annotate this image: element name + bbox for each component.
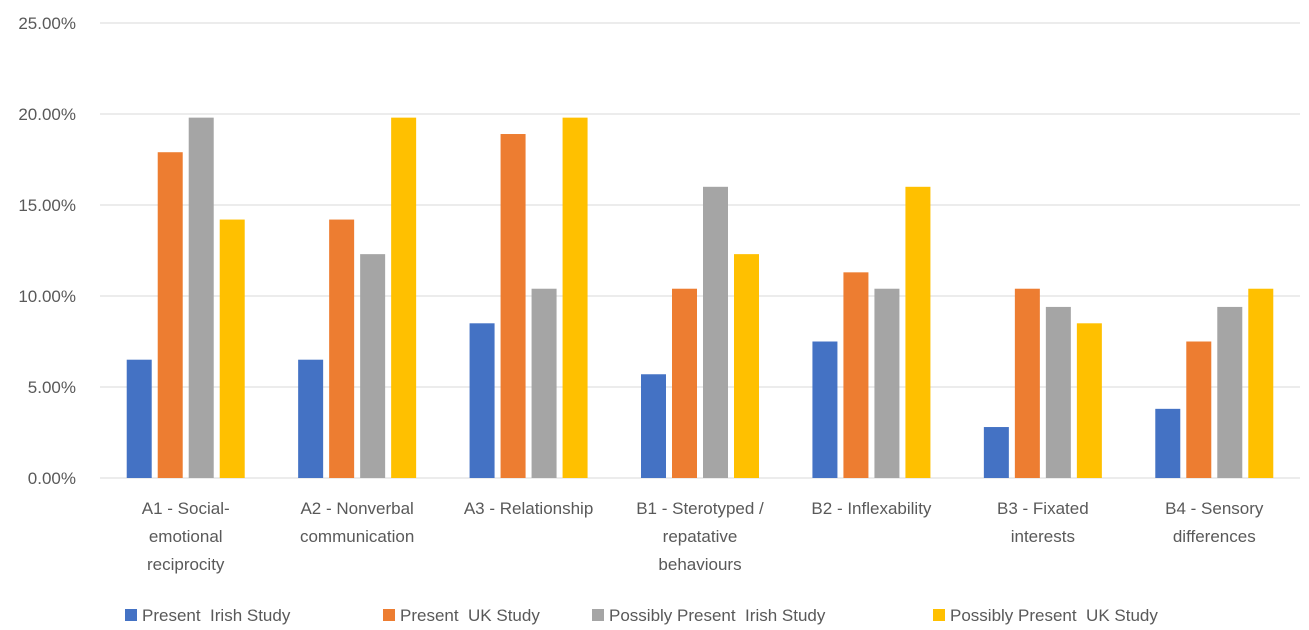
legend-swatch (933, 609, 945, 621)
legend: Present Irish Study Present UK Study Possi… (125, 606, 1158, 625)
bar (641, 374, 666, 478)
bar (562, 117, 588, 478)
y-tick-label: 10.00% (18, 287, 76, 306)
x-tick-label: communication (300, 527, 414, 546)
bar (1076, 323, 1102, 478)
legend-label: Possibly Present Irish Study (609, 606, 826, 625)
bar (734, 254, 759, 478)
x-axis-labels: A1 - Social-emotional reciprocity A2 - Non… (142, 499, 1264, 574)
x-tick-label: A2 - Nonverbal (300, 499, 413, 518)
bar (843, 272, 869, 478)
bar (219, 219, 245, 478)
x-tick-label: reciprocity (147, 555, 225, 574)
y-tick-label: 20.00% (18, 105, 76, 124)
legend-label: Present UK Study (400, 606, 540, 625)
bar (1217, 306, 1243, 478)
bar (531, 288, 557, 478)
x-tick-label: B1 - Sterotyped / (636, 499, 764, 518)
x-tick-label: A1 - Social- (142, 499, 230, 518)
bar (469, 323, 495, 478)
legend-swatch (383, 609, 395, 621)
bar (1014, 288, 1040, 478)
bars (126, 117, 1274, 479)
bar (329, 219, 355, 478)
x-tick-label: B2 - Inflexability (811, 499, 931, 518)
legend-swatch (592, 609, 604, 621)
x-tick-label: A3 - Relationship (464, 499, 593, 518)
bar (983, 427, 1009, 478)
x-tick-label: behaviours (658, 555, 741, 574)
bar (126, 359, 152, 478)
gridlines (100, 22, 1300, 479)
bar (157, 152, 183, 478)
y-tick-label: 15.00% (18, 196, 76, 215)
x-tick-label: B4 - Sensory (1165, 499, 1264, 518)
bar (703, 186, 728, 479)
bar (874, 288, 900, 478)
legend-swatch (125, 609, 137, 621)
x-tick-label: B3 - Fixated (997, 499, 1089, 518)
y-tick-label: 0.00% (28, 469, 76, 488)
x-tick-label: interests (1011, 527, 1075, 546)
bar (1155, 408, 1181, 478)
legend-label: Possibly Present UK Study (950, 606, 1158, 625)
y-axis-ticks: 0.00% 5.00% 10.00% 15.00% 20.00% 25.00% (18, 14, 76, 488)
x-tick-label: emotional (149, 527, 223, 546)
x-tick-label: repatative (663, 527, 738, 546)
bar (391, 117, 417, 478)
bar (298, 359, 324, 478)
bar (812, 341, 838, 478)
bar (905, 186, 931, 479)
bar (188, 117, 214, 478)
y-tick-label: 25.00% (18, 14, 76, 33)
bar (1045, 306, 1071, 478)
bar (1248, 288, 1274, 478)
bar (360, 254, 386, 478)
x-tick-label: differences (1173, 527, 1256, 546)
y-tick-label: 5.00% (28, 378, 76, 397)
bar (500, 134, 526, 478)
bar (672, 288, 697, 478)
legend-label: Present Irish Study (142, 606, 291, 625)
bar (1186, 341, 1212, 478)
